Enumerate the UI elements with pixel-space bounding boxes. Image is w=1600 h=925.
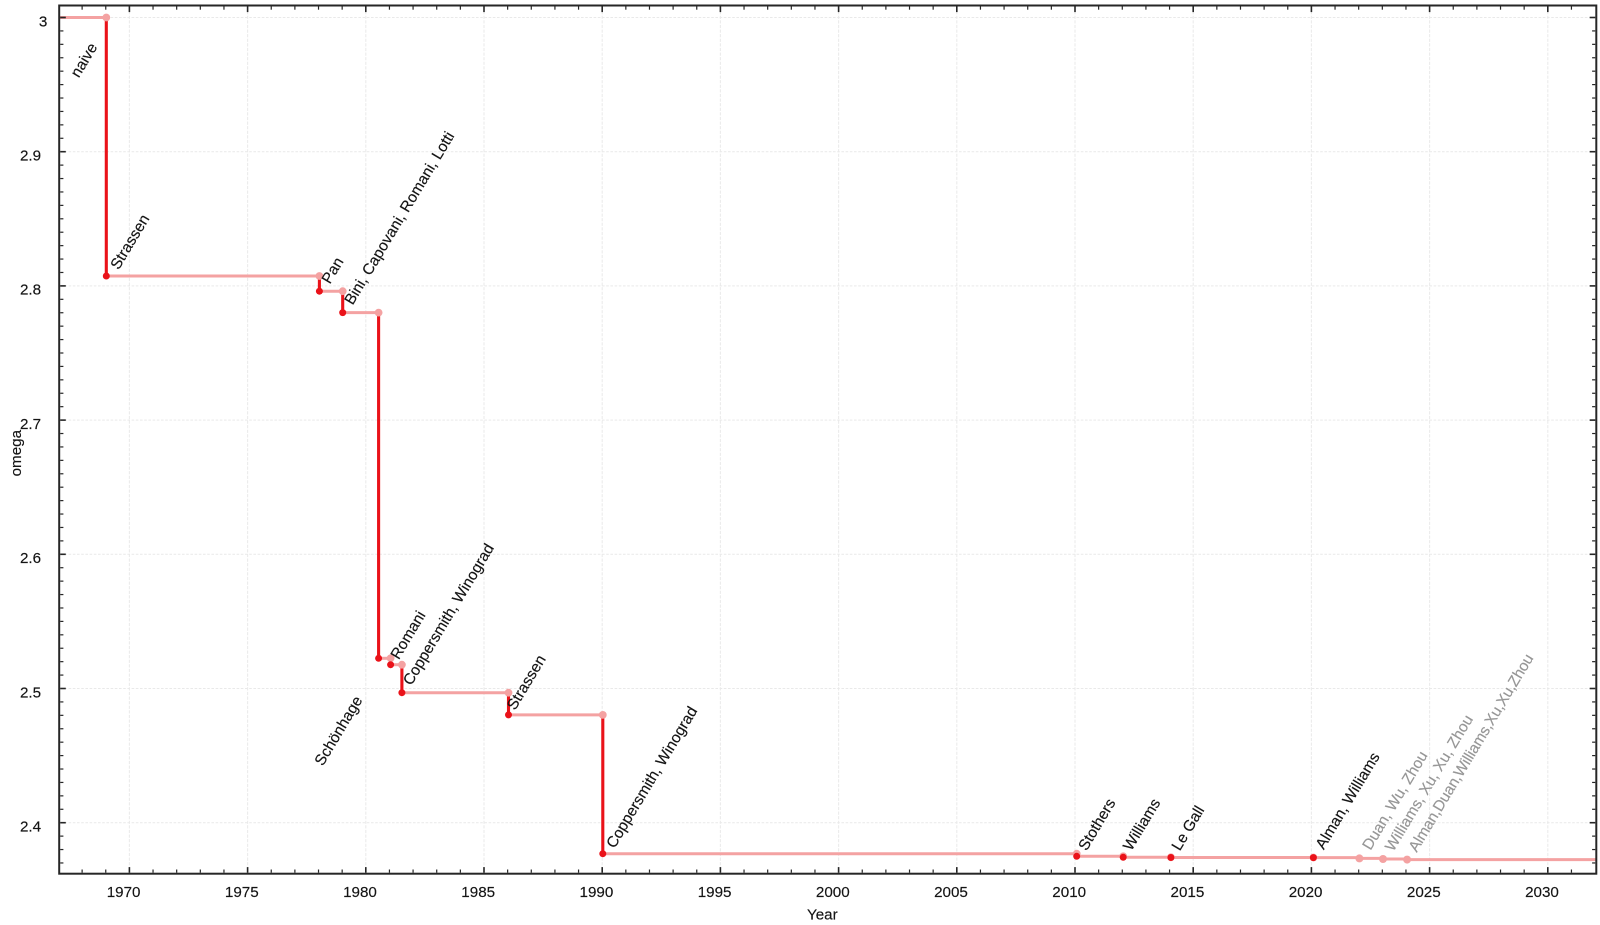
svg-text:1990: 1990 — [580, 884, 614, 901]
svg-text:2.4: 2.4 — [20, 819, 41, 836]
svg-text:2010: 2010 — [1052, 884, 1086, 901]
svg-text:2015: 2015 — [1171, 884, 1205, 901]
svg-text:1975: 1975 — [225, 884, 259, 901]
svg-text:Year: Year — [807, 906, 838, 920]
svg-text:2.7: 2.7 — [20, 416, 41, 433]
svg-text:2030: 2030 — [1525, 884, 1559, 901]
svg-text:2025: 2025 — [1407, 884, 1441, 901]
svg-text:2020: 2020 — [1289, 884, 1323, 901]
svg-text:3: 3 — [39, 13, 47, 30]
svg-text:2.9: 2.9 — [20, 148, 41, 165]
svg-text:omega: omega — [8, 429, 25, 476]
svg-text:1995: 1995 — [698, 884, 732, 901]
svg-text:2005: 2005 — [934, 884, 968, 901]
svg-text:1985: 1985 — [461, 884, 495, 901]
svg-text:1970: 1970 — [107, 884, 141, 901]
svg-text:2.6: 2.6 — [20, 550, 41, 567]
svg-text:2.5: 2.5 — [20, 684, 41, 701]
svg-text:1980: 1980 — [343, 884, 377, 901]
svg-text:2000: 2000 — [816, 884, 850, 901]
svg-text:2.8: 2.8 — [20, 282, 41, 299]
